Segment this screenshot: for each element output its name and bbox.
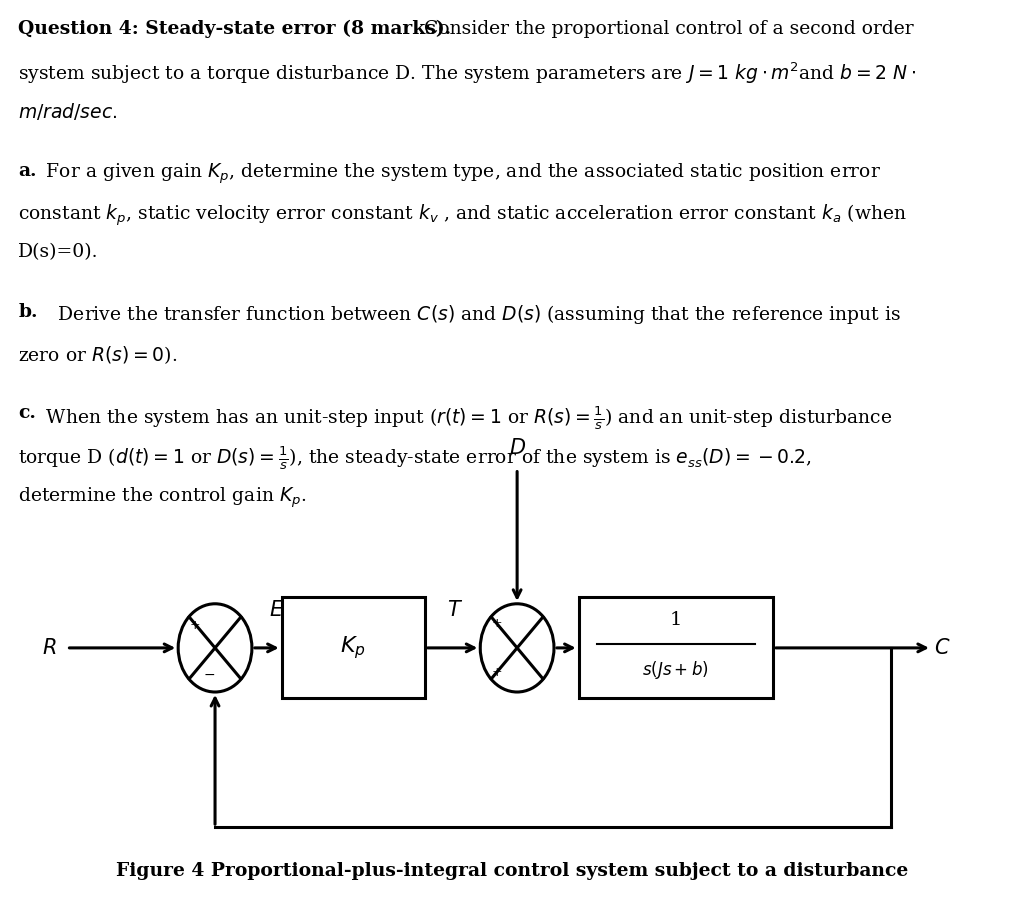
Text: Figure 4 Proportional-plus-integral control system subject to a disturbance: Figure 4 Proportional-plus-integral cont…	[116, 862, 908, 880]
FancyBboxPatch shape	[579, 597, 773, 698]
Text: 1: 1	[670, 611, 682, 630]
Text: $C$: $C$	[934, 638, 950, 658]
Text: $T$: $T$	[446, 600, 463, 620]
Text: determine the control gain $K_p$.: determine the control gain $K_p$.	[18, 485, 307, 510]
Text: +: +	[492, 665, 502, 678]
Text: D(s)=0).: D(s)=0).	[18, 243, 99, 261]
Text: Question 4: Steady-state error (8 marks).: Question 4: Steady-state error (8 marks)…	[18, 20, 452, 39]
Text: b.: b.	[18, 303, 38, 322]
Text: $D$: $D$	[509, 438, 525, 459]
Text: $E$: $E$	[269, 600, 284, 620]
Text: torque D ($d(t) = 1$ or $D(s) = \frac{1}{s}$), the steady-state error of the sys: torque D ($d(t) = 1$ or $D(s) = \frac{1}…	[18, 445, 812, 472]
Text: system subject to a torque disturbance D. The system parameters are $J = 1\ kg \: system subject to a torque disturbance D…	[18, 61, 916, 86]
Text: $m/rad/sec.$: $m/rad/sec.$	[18, 101, 118, 122]
Text: Consider the proportional control of a second order: Consider the proportional control of a s…	[418, 20, 913, 39]
Text: a.: a.	[18, 162, 37, 180]
Text: When the system has an unit-step input ($r(t) = 1$ or $R(s) = \frac{1}{s}$) and : When the system has an unit-step input (…	[40, 404, 893, 432]
FancyBboxPatch shape	[282, 597, 425, 698]
Text: +: +	[189, 619, 200, 632]
Text: −: −	[204, 668, 215, 682]
Text: $s(Js + b)$: $s(Js + b)$	[642, 659, 710, 681]
Text: Derive the transfer function between $C(s)$ and $D(s)$ (assuming that the refere: Derive the transfer function between $C(…	[40, 303, 901, 326]
Text: constant $k_p$, static velocity error constant $k_v$ , and static acceleration e: constant $k_p$, static velocity error co…	[18, 202, 907, 228]
Text: For a given gain $K_p$, determine the system type, and the associated static pos: For a given gain $K_p$, determine the sy…	[40, 162, 881, 187]
Text: $K_p$: $K_p$	[340, 634, 367, 662]
Text: +: +	[492, 618, 502, 630]
Text: zero or $R(s) = 0$).: zero or $R(s) = 0$).	[18, 344, 177, 366]
Text: c.: c.	[18, 404, 36, 423]
Text: $R$: $R$	[42, 638, 56, 658]
